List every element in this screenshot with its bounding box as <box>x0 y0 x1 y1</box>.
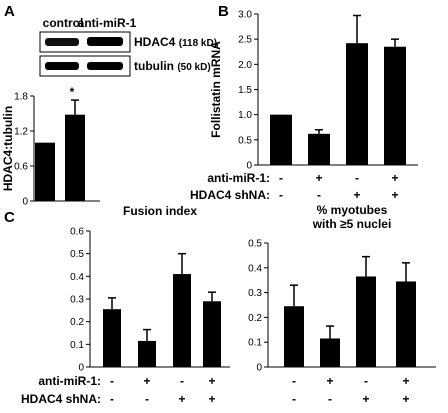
blot-band-hdac4-control <box>45 38 79 46</box>
chart-c1-y-tick-label: 0.6 <box>70 227 84 238</box>
chart-c2-condition-sign: + <box>326 374 333 388</box>
chart-a-y-tick-label: 0 <box>22 197 28 208</box>
chart-c2-condition-sign: + <box>362 392 369 406</box>
chart-c2-bar-3 <box>356 276 376 367</box>
panel-letter-a: A <box>4 3 15 20</box>
chart-c1-condition-sign: + <box>178 392 185 406</box>
chart-c2-bar-1 <box>284 306 304 367</box>
blot-lane-label-control: control <box>43 16 84 30</box>
chart-a-bar-1 <box>35 142 55 201</box>
chart-a-y-tick-label: 1.8 <box>14 92 28 103</box>
chart-c1-bar-1 <box>103 309 121 367</box>
blot-row-label-tubulin: tubulin (50 kD) <box>134 59 211 73</box>
chart-c1-y-tick-label: 0.2 <box>70 317 84 328</box>
chart-b-y-tick-label: 0 <box>246 161 252 172</box>
chart-c2-condition-sign: - <box>328 392 332 406</box>
chart-c1-y-tick-label: 0.5 <box>70 249 84 260</box>
chart-c1-y-tick-label: 0 <box>78 363 84 374</box>
chart-a-bar-2 <box>65 114 85 201</box>
chart-c2-y-tick-label: 0.4 <box>248 263 262 274</box>
chart-c2-title-line-1: % myotubes <box>317 203 388 217</box>
chart-c2-y-tick-label: 0 <box>256 363 262 374</box>
chart-c1-condition-sign: - <box>110 392 114 406</box>
chart-c1-y-tick-label: 0.4 <box>70 272 84 283</box>
chart-c1-condition-sign: - <box>145 392 149 406</box>
chart-a-y-tick-label: 0.6 <box>14 162 28 173</box>
chart-c1-y-tick-label: 0.1 <box>70 340 84 351</box>
chart-c1-y-tick-label: 0.3 <box>70 295 84 306</box>
chart-b-y-tick-label: 1.5 <box>238 85 252 96</box>
chart-c2-bar-4 <box>396 281 416 367</box>
chart-b-condition-sign: - <box>317 188 321 202</box>
chart-c2-bar-2 <box>320 338 340 367</box>
chart-c1-bar-2 <box>138 340 156 367</box>
chart-hdac4-tubulin: 0 0.6 1.2 1.8 * HDAC4:tubulin <box>1 85 100 208</box>
chart-c2-y-tick-label: 0.2 <box>248 313 262 324</box>
chart-follistatin-mrna: 0 0.5 1.0 1.5 2.0 2.5 3.0 Follistatin mRNA anti-… <box>190 10 418 202</box>
chart-b-condition-sign: + <box>391 188 398 202</box>
chart-b-bar-1 <box>270 114 292 165</box>
chart-c1-bar-4 <box>203 301 221 367</box>
chart-c2-condition-sign: - <box>364 374 368 388</box>
chart-c2-condition-sign: + <box>402 374 409 388</box>
chart-c1-condition-sign: + <box>208 374 215 388</box>
chart-b-condition-label-1: anti-miR-1: <box>207 171 270 185</box>
chart-c2-condition-sign: - <box>292 374 296 388</box>
blot-band-tubulin-control <box>45 62 79 70</box>
chart-b-condition-sign: - <box>279 171 283 185</box>
chart-b-y-tick-label: 2.5 <box>238 35 252 46</box>
chart-c1-condition-label-1: anti-miR-1: <box>38 374 101 388</box>
chart-b-y-tick-label: 0.5 <box>238 135 252 146</box>
chart-c1-condition-sign: - <box>180 374 184 388</box>
chart-b-y-axis-label: Follistatin mRNA <box>209 41 223 138</box>
panel-letter-c: C <box>4 209 15 226</box>
chart-b-y-tick-label: 2.0 <box>238 60 252 71</box>
chart-c2-y-tick-label: 0.1 <box>248 338 262 349</box>
panel-letter-b: B <box>218 3 229 20</box>
chart-c2-condition-sign: + <box>402 392 409 406</box>
chart-c1-condition-sign: + <box>208 392 215 406</box>
western-blot: control anti-miR-1 HDAC4 (118 kD) tubuli… <box>39 16 217 77</box>
chart-b-bar-3 <box>346 43 368 166</box>
blot-strip-tubulin <box>39 55 131 77</box>
chart-c2-title-line-2: with ≥5 nuclei <box>312 217 392 231</box>
blot-band-tubulin-anti-mir-1 <box>87 62 123 70</box>
chart-b-condition-sign: - <box>279 188 283 202</box>
blot-band-hdac4-anti-mir-1 <box>87 37 123 46</box>
chart-c1-condition-sign: + <box>143 374 150 388</box>
chart-b-condition-sign: + <box>353 188 360 202</box>
chart-b-condition-sign: + <box>315 171 322 185</box>
chart-a-y-axis-label: HDAC4:tubulin <box>1 106 15 191</box>
chart-b-condition-sign: - <box>355 171 359 185</box>
chart-c1-bar-3 <box>173 274 191 367</box>
chart-b-bar-2 <box>308 133 330 165</box>
chart-c1-condition-label-2: HDAC4 shNA: <box>21 392 101 406</box>
chart-c2-y-tick-label: 0.5 <box>248 239 262 250</box>
chart-a-y-tick-label: 1.2 <box>14 127 28 138</box>
chart-c2-condition-sign: - <box>292 392 296 406</box>
chart-c1-condition-sign: - <box>110 374 114 388</box>
chart-b-y-tick-label: 3.0 <box>238 10 252 21</box>
chart-b-condition-sign: + <box>391 171 398 185</box>
chart-a-significance-star: * <box>70 85 75 99</box>
blot-lane-label-anti-mir-1: anti-miR-1 <box>78 16 137 30</box>
chart-b-bar-4 <box>384 46 406 165</box>
chart-c1-title: Fusion index <box>123 204 197 218</box>
blot-row-label-hdac4: HDAC4 (118 kD) <box>134 35 217 49</box>
chart-b-y-tick-label: 1.0 <box>238 110 252 121</box>
chart-b-condition-label-2: HDAC4 shNA: <box>190 188 270 202</box>
chart-fusion-index: 0 0.1 0.2 0.3 0.4 0.5 0.6 Fusion index anti-miR-… <box>21 204 230 406</box>
chart-c2-y-tick-label: 0.3 <box>248 288 262 299</box>
